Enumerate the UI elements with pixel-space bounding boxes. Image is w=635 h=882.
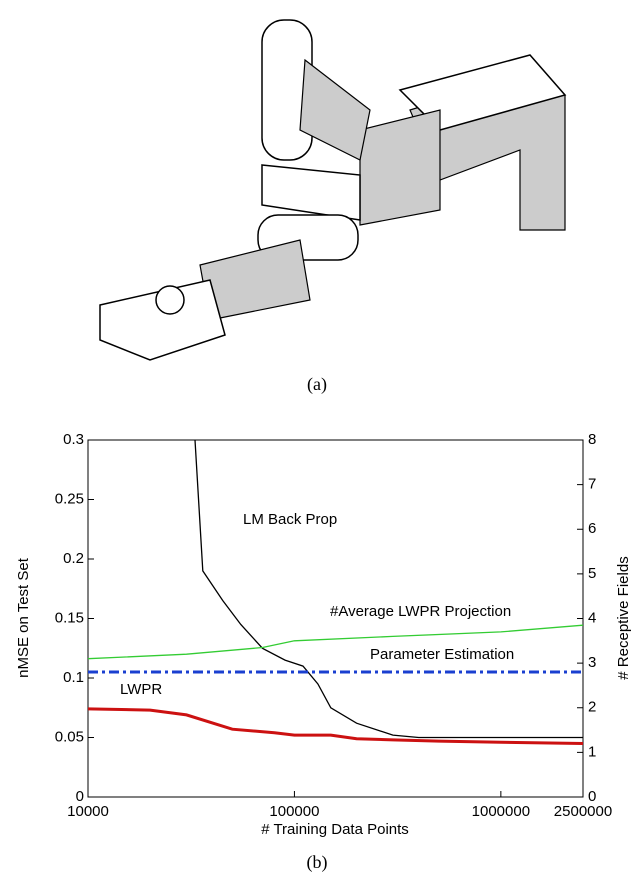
robot-gripper bbox=[99, 279, 226, 361]
x-tick-label: 2500000 bbox=[554, 803, 612, 820]
y-tick-label: 0.3 bbox=[63, 431, 84, 448]
robot-shoulder bbox=[359, 109, 441, 226]
series-label: LM Back Prop bbox=[243, 511, 337, 528]
y-tick-label: 0 bbox=[76, 788, 84, 805]
caption: (a) bbox=[307, 374, 327, 395]
x-tick-label: 10000 bbox=[67, 803, 109, 820]
robot-joint bbox=[261, 164, 361, 221]
x-axis-title: # Training Data Points bbox=[261, 821, 409, 838]
caption: (b) bbox=[307, 852, 328, 873]
y-tick-label: 0.1 bbox=[63, 669, 84, 686]
x-tick-label: 1000000 bbox=[472, 803, 530, 820]
x-tick-label: 100000 bbox=[269, 803, 319, 820]
y-tick-label: 0.05 bbox=[55, 728, 84, 745]
y2-tick-label: 8 bbox=[588, 431, 596, 448]
y2-tick-label: 2 bbox=[588, 699, 596, 716]
robot-drawing bbox=[99, 19, 567, 361]
y2-axis-title: # Receptive Fields bbox=[615, 556, 632, 679]
y2-tick-label: 6 bbox=[588, 520, 596, 537]
y-tick-label: 0.25 bbox=[55, 490, 84, 507]
series-line bbox=[87, 707, 584, 745]
y-axis-title: nMSE on Test Set bbox=[15, 557, 32, 678]
series-line bbox=[194, 439, 583, 739]
robot-wrist-joint bbox=[155, 285, 185, 315]
y-tick-label: 0.2 bbox=[63, 550, 84, 567]
series-line bbox=[87, 624, 584, 660]
robot-elbow bbox=[299, 58, 371, 161]
y2-tick-label: 4 bbox=[588, 609, 596, 626]
y-tick-label: 0.15 bbox=[55, 609, 84, 626]
series-label: LWPR bbox=[120, 681, 162, 698]
y2-tick-label: 3 bbox=[588, 654, 596, 671]
y2-tick-label: 7 bbox=[588, 476, 596, 493]
series-label: #Average LWPR Projection bbox=[330, 603, 511, 620]
y2-tick-label: 5 bbox=[588, 565, 596, 582]
series-label: Parameter Estimation bbox=[370, 646, 514, 663]
y2-tick-label: 0 bbox=[588, 788, 596, 805]
y2-tick-label: 1 bbox=[588, 743, 596, 760]
